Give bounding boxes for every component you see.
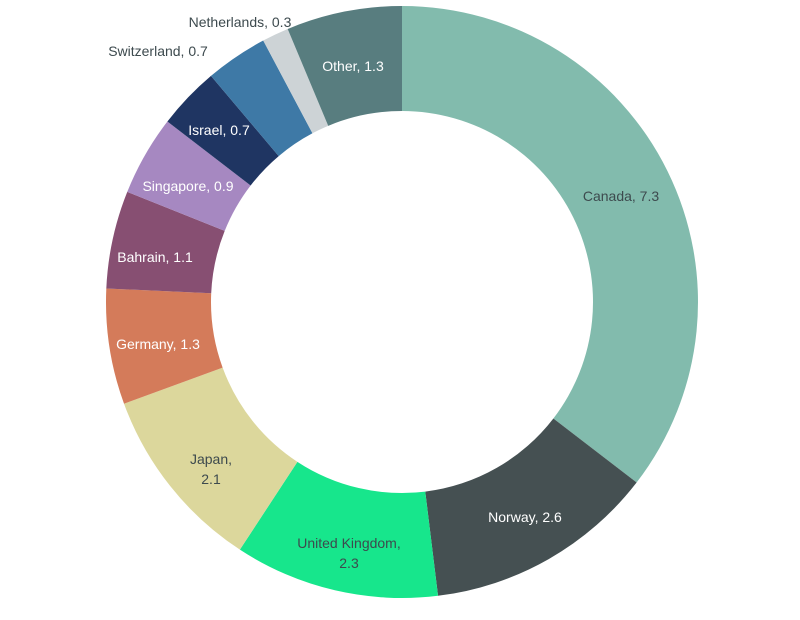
slice-label-line: 2.3 (339, 555, 359, 571)
slice-label-bahrain: Bahrain, 1.1 (117, 249, 193, 265)
slice-label-line: Canada, 7.3 (583, 188, 659, 204)
slice-israel (167, 75, 279, 186)
slice-label-line: Germany, 1.3 (116, 336, 200, 352)
slice-norway (425, 418, 637, 596)
slice-label-norway: Norway, 2.6 (488, 509, 562, 525)
slice-germany (106, 288, 223, 404)
slice-label-switzerland: Switzerland, 0.7 (108, 43, 208, 59)
slice-label-line: Japan, (190, 451, 232, 467)
slice-label-line: Switzerland, 0.7 (108, 43, 208, 59)
slice-label-canada: Canada, 7.3 (583, 188, 659, 204)
slice-other (287, 5, 402, 126)
slice-singapore (127, 121, 251, 231)
slice-label-line: Other, 1.3 (322, 58, 384, 74)
slice-label-line: Singapore, 0.9 (142, 178, 233, 194)
slice-label-line: United Kingdom, (297, 535, 401, 551)
slice-label-line: Bahrain, 1.1 (117, 249, 193, 265)
slice-label-singapore: Singapore, 0.9 (142, 178, 233, 194)
slice-label-line: Israel, 0.7 (188, 122, 250, 138)
slice-label-germany: Germany, 1.3 (116, 336, 200, 352)
slice-switzerland (210, 40, 313, 157)
slice-label-line: Netherlands, 0.3 (189, 14, 292, 30)
slice-label-united-kingdom: United Kingdom, 2.3 (297, 535, 401, 571)
slice-label-netherlands: Netherlands, 0.3 (189, 14, 292, 30)
slice-label-line: Norway, 2.6 (488, 509, 562, 525)
slice-label-line: 2.1 (201, 471, 221, 487)
slice-japan (124, 367, 298, 550)
slice-labels: Canada, 7.3 Norway, 2.6 United Kingdom, 2.3… (108, 14, 659, 571)
slice-label-israel: Israel, 0.7 (188, 122, 250, 138)
donut-slices (106, 5, 699, 598)
slice-bahrain (106, 191, 225, 294)
slice-united-kingdom (239, 461, 439, 598)
slice-canada (402, 6, 699, 483)
slice-label-japan: Japan, 2.1 (190, 451, 232, 487)
slice-netherlands (263, 28, 329, 134)
slice-label-other: Other, 1.3 (322, 58, 384, 74)
